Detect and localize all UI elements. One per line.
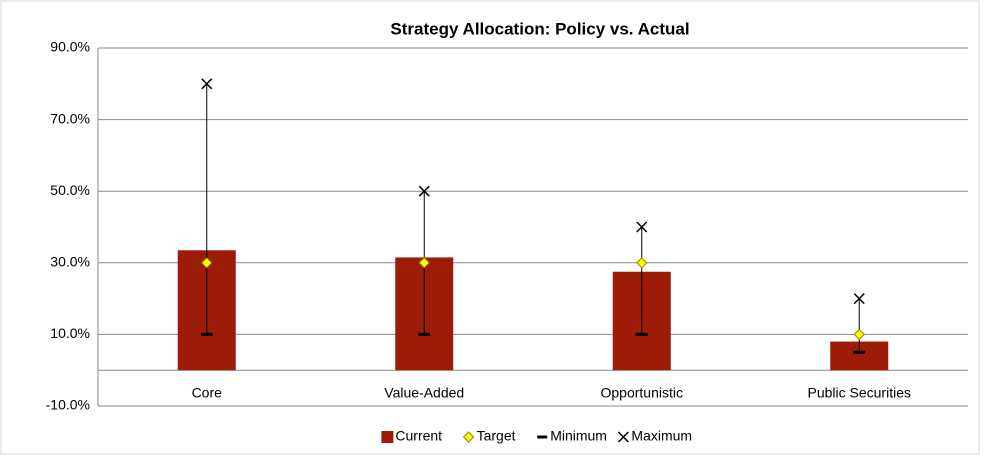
target-marker — [201, 257, 213, 269]
chart-border — [0, 0, 980, 455]
chart-title: Strategy Allocation: Policy vs. Actual — [390, 19, 689, 38]
x-tick-label: Opportunistic — [601, 385, 683, 401]
y-tick-label: 90.0% — [50, 39, 90, 55]
x-tick-label: Core — [192, 385, 223, 401]
legend-label: Target — [477, 428, 516, 444]
y-tick-label: 50.0% — [50, 182, 90, 198]
target-marker — [853, 328, 865, 341]
legend-swatch — [617, 431, 629, 443]
x-tick-label: Public Securities — [808, 385, 912, 401]
maximum-marker — [201, 78, 213, 90]
legend-label: Minimum — [550, 428, 607, 444]
target-marker — [418, 257, 430, 269]
legend-label: Maximum — [631, 428, 692, 444]
legend-label: Current — [395, 428, 442, 444]
target-marker — [636, 257, 648, 269]
x-tick-label: Value-Added — [384, 385, 464, 401]
y-tick-label: 30.0% — [50, 254, 90, 270]
legend-swatch — [381, 431, 394, 443]
maximum-marker — [636, 221, 648, 233]
legend-swatch — [462, 431, 475, 443]
maximum-marker — [418, 185, 430, 197]
y-tick-label: -10.0% — [46, 397, 90, 413]
y-tick-label: 70.0% — [50, 110, 90, 126]
maximum-marker — [853, 293, 865, 305]
y-tick-label: 10.0% — [50, 325, 90, 341]
